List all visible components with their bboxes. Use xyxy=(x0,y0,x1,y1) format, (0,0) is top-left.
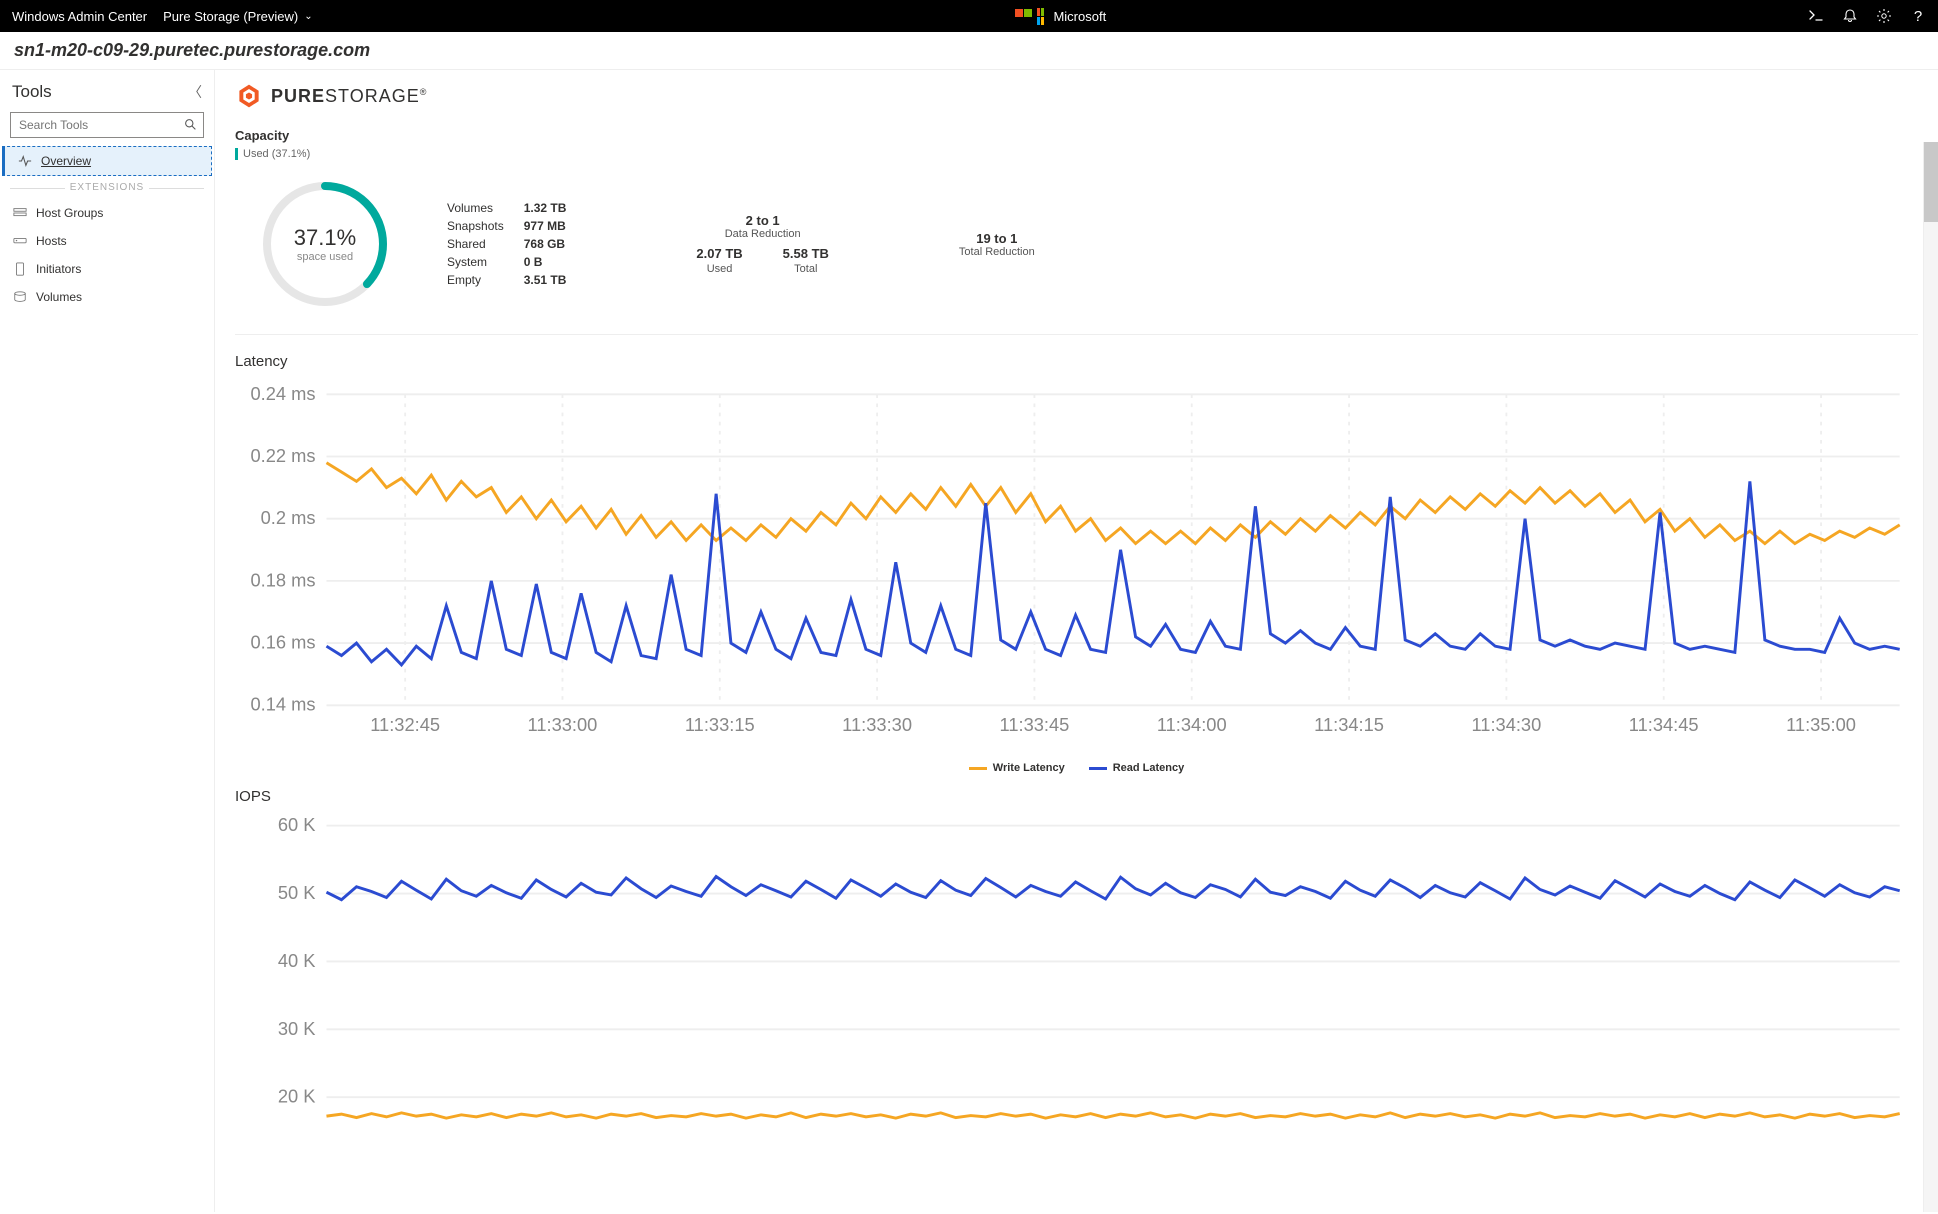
svg-text:11:34:45: 11:34:45 xyxy=(1629,714,1699,735)
tools-header-label: Tools xyxy=(12,82,52,102)
svg-text:0.18 ms: 0.18 ms xyxy=(250,569,315,590)
svg-text:11:35:00: 11:35:00 xyxy=(1786,714,1856,735)
sidebar-item-label: Overview xyxy=(41,154,91,168)
data-reduction-label: Data Reduction xyxy=(696,228,829,240)
capacity-kv-row: Shared768 GB xyxy=(447,236,584,252)
initiators-icon xyxy=(12,261,28,277)
sidebar-item-label: Initiators xyxy=(36,262,81,276)
capacity-kv-row: Snapshots977 MB xyxy=(447,218,584,234)
iops-chart: 20 K 30 K 40 K 50 K 60 K xyxy=(235,811,1918,1140)
search-icon xyxy=(184,118,197,134)
hosts-icon xyxy=(12,233,28,249)
sidebar-item-label: Host Groups xyxy=(36,206,103,220)
microsoft-logo-icon xyxy=(1014,9,1032,24)
total-reduction-label: Total Reduction xyxy=(959,246,1035,258)
capacity-kv-row: Empty3.51 TB xyxy=(447,272,584,288)
sidebar-item-initiators[interactable]: Initiators xyxy=(0,255,214,283)
svg-text:60 K: 60 K xyxy=(278,814,316,835)
console-icon[interactable] xyxy=(1808,8,1824,24)
latency-chart-title: Latency xyxy=(235,353,1918,370)
svg-text:11:32:45: 11:32:45 xyxy=(370,714,440,735)
tools-sidebar: Tools 〈 Overview EXTENSIONS Host Groups xyxy=(0,70,215,1212)
svg-text:11:34:15: 11:34:15 xyxy=(1314,714,1384,735)
sidebar-item-overview[interactable]: Overview xyxy=(2,146,212,176)
svg-text:11:34:30: 11:34:30 xyxy=(1471,714,1541,735)
content-area: PURESTORAGE® Capacity Used (37.1%) 37.1%… xyxy=(215,70,1938,1212)
gear-icon[interactable] xyxy=(1876,8,1892,24)
latency-chart: 0.14 ms 0.16 ms 0.18 ms 0.2 ms 0.22 ms 0.24 m… xyxy=(235,376,1918,760)
collapse-sidebar-icon[interactable]: 〈 xyxy=(188,82,202,102)
legend-read-latency: Read Latency xyxy=(1089,762,1185,774)
svg-text:0.16 ms: 0.16 ms xyxy=(250,632,315,653)
context-dropdown[interactable]: Pure Storage (Preview) ⌄ xyxy=(163,9,313,24)
svg-text:0.14 ms: 0.14 ms xyxy=(250,694,315,715)
notification-bell-icon[interactable] xyxy=(1842,8,1858,24)
latency-legend: Write Latency Read Latency xyxy=(235,762,1918,774)
host-groups-icon xyxy=(12,205,28,221)
sidebar-item-label: Volumes xyxy=(36,290,82,304)
content-scrollbar[interactable] xyxy=(1923,142,1938,1212)
total-reduction-ratio: 19 to 1 xyxy=(959,231,1035,246)
total-stat: 5.58 TB Total xyxy=(783,246,829,275)
legend-write-latency: Write Latency xyxy=(969,762,1065,774)
search-tools-input[interactable] xyxy=(10,112,204,138)
microsoft-brand-label: Microsoft xyxy=(1053,9,1106,24)
top-bar: Windows Admin Center Pure Storage (Previ… xyxy=(0,0,1938,32)
capacity-section: Capacity Used (37.1%) 37.1% space used V… xyxy=(235,128,1918,335)
svg-text:50 K: 50 K xyxy=(278,882,316,903)
svg-text:0.2 ms: 0.2 ms xyxy=(261,507,316,528)
capacity-donut: 37.1% space used xyxy=(255,174,395,314)
sidebar-item-volumes[interactable]: Volumes xyxy=(0,283,214,311)
capacity-kv-row: System0 B xyxy=(447,254,584,270)
help-icon[interactable]: ? xyxy=(1910,8,1926,24)
sidebar-item-host-groups[interactable]: Host Groups xyxy=(0,199,214,227)
sidebar-section-extensions: EXTENSIONS xyxy=(0,182,214,193)
volumes-icon xyxy=(12,289,28,305)
svg-text:11:33:30: 11:33:30 xyxy=(842,714,912,735)
microsoft-logo-icon-2 xyxy=(1036,7,1045,25)
svg-text:0.22 ms: 0.22 ms xyxy=(250,445,315,466)
purestorage-brand: PURESTORAGE® xyxy=(235,82,1918,110)
total-reduction-block: 19 to 1 Total Reduction xyxy=(959,231,1035,258)
scrollbar-thumb[interactable] xyxy=(1924,142,1938,222)
svg-text:20 K: 20 K xyxy=(278,1086,316,1107)
capacity-used-label: Used (37.1%) xyxy=(235,148,310,160)
app-title: Windows Admin Center xyxy=(12,9,147,24)
donut-sublabel: space used xyxy=(297,251,353,263)
brand-text: PURESTORAGE® xyxy=(271,86,427,107)
hostname-breadcrumb: sn1-m20-c09-29.puretec.purestorage.com xyxy=(0,32,1938,70)
svg-text:11:33:00: 11:33:00 xyxy=(528,714,598,735)
purestorage-logo-icon xyxy=(235,82,263,110)
chevron-down-icon: ⌄ xyxy=(304,11,312,22)
svg-text:11:33:45: 11:33:45 xyxy=(1000,714,1070,735)
svg-text:11:33:15: 11:33:15 xyxy=(685,714,755,735)
svg-text:40 K: 40 K xyxy=(278,950,316,971)
donut-percent: 37.1% xyxy=(294,225,356,251)
capacity-title: Capacity xyxy=(235,128,1918,143)
sidebar-item-hosts[interactable]: Hosts xyxy=(0,227,214,255)
data-reduction-block: 2 to 1 Data Reduction 2.07 TB Used 5.58 … xyxy=(696,213,829,275)
iops-chart-title: IOPS xyxy=(235,788,1918,805)
svg-text:0.24 ms: 0.24 ms xyxy=(250,383,315,404)
sidebar-item-label: Hosts xyxy=(36,234,67,248)
svg-text:11:34:00: 11:34:00 xyxy=(1157,714,1227,735)
data-reduction-ratio: 2 to 1 xyxy=(696,213,829,228)
svg-text:30 K: 30 K xyxy=(278,1018,316,1039)
capacity-breakdown-table: Volumes1.32 TB Snapshots977 MB Shared768 G… xyxy=(445,198,586,290)
used-stat: 2.07 TB Used xyxy=(696,246,742,275)
pulse-icon xyxy=(17,153,33,169)
capacity-kv-row: Volumes1.32 TB xyxy=(447,200,584,216)
context-dropdown-label: Pure Storage (Preview) xyxy=(163,9,298,24)
